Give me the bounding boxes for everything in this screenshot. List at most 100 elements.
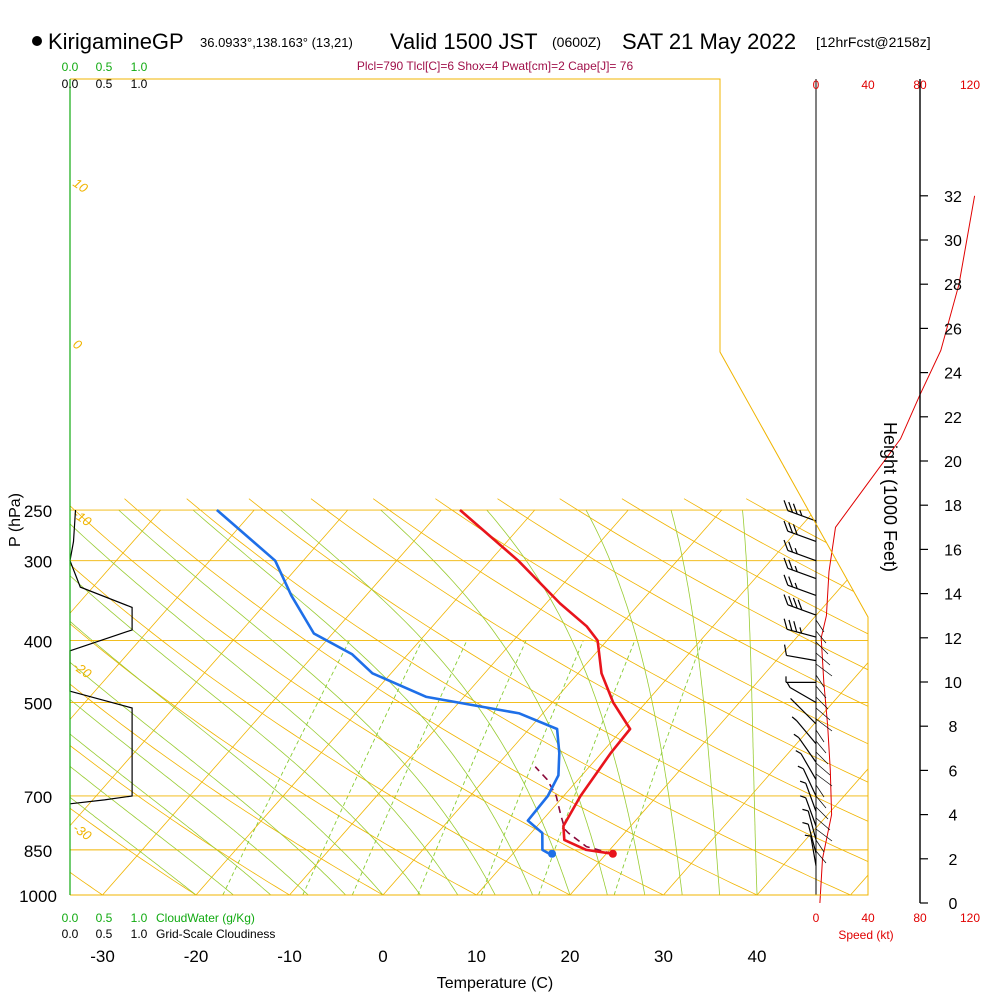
low-level-wind-trace: [815, 751, 829, 765]
height-tick-label: 26: [944, 321, 962, 338]
dry-adiabat: [248, 498, 868, 862]
wind-barb: [795, 750, 817, 780]
dry-adiabat-label: -20: [70, 658, 95, 682]
wind-barb-half: [791, 716, 798, 722]
wind-barb-half: [795, 750, 802, 755]
pressure-tick-label: 250: [24, 502, 52, 521]
height-tick-label: 10: [944, 675, 962, 692]
moist-adiabat: [70, 575, 421, 895]
wind-barb: [786, 682, 817, 704]
moist-adiabat: [118, 509, 496, 895]
low-level-wind-trace: [815, 762, 831, 776]
low-level-wind-trace: [815, 641, 829, 655]
height-tick-label: 30: [944, 233, 962, 250]
moist-adiabat: [70, 620, 384, 895]
wind-barb: [799, 795, 817, 827]
wind-barb-full: [792, 524, 798, 535]
title-block: KirigamineGP 36.0933°,138.163° (13,21) V…: [32, 29, 931, 73]
temperature-tick-label: -10: [277, 947, 302, 966]
speed-tick-bottom: 80: [913, 911, 927, 925]
wind-barb-half: [794, 582, 798, 589]
cloudiness-tick-bottom: 0.0: [62, 927, 79, 941]
moist-adiabat: [486, 509, 646, 895]
low-level-wind-trace: [815, 718, 833, 732]
wind-barb-half: [799, 795, 806, 799]
pressure-tick-label: 300: [24, 553, 52, 572]
y-axis-label: P (hPa): [7, 493, 24, 547]
wind-barb-staff: [800, 753, 817, 780]
temperature-tick-label: 0: [378, 947, 387, 966]
wind-barb-full: [788, 501, 794, 513]
wind-barb: [783, 594, 817, 616]
low-level-wind-trace: [815, 696, 829, 710]
wind-barb-half: [790, 698, 796, 704]
wind-barb-half: [799, 780, 806, 784]
dry-adiabat-label: 10: [70, 175, 91, 196]
height-tick-label: 18: [944, 498, 962, 515]
low-level-wind-trace: [815, 795, 827, 809]
dry-adiabat: [0, 499, 9, 895]
moist-adiabat: [380, 509, 608, 895]
wind-barb: [791, 716, 817, 745]
cloudwater-tick-bottom: 0.5: [96, 911, 113, 925]
moist-adiabat: [70, 699, 309, 895]
speed-tick-bottom: 40: [861, 911, 875, 925]
wind-barb: [804, 834, 817, 866]
height-tick-label: 28: [944, 277, 962, 294]
moist-adiabat: [742, 509, 758, 895]
height-tick-label: 16: [944, 542, 962, 559]
speed-tick-bottom: 120: [960, 911, 980, 925]
height-tick-label: 2: [949, 852, 958, 869]
dry-adiabat: [70, 623, 477, 895]
temperature-tick-label: 10: [467, 947, 486, 966]
height-tick-label: 8: [949, 719, 958, 736]
temperature-tick-label: 40: [748, 947, 767, 966]
moist-adiabat: [70, 523, 459, 895]
height-tick-label: 32: [944, 189, 962, 206]
dry-adiabat: [497, 498, 868, 707]
low-level-wind-trace: [815, 784, 825, 798]
low-level-wind-trace: [815, 817, 831, 831]
pressure-tick-label: 400: [24, 633, 52, 652]
temperature-line: [459, 509, 632, 856]
wind-barb-full: [788, 541, 794, 553]
isotherm-line: [850, 874, 868, 895]
wind-barb: [783, 644, 817, 662]
wind-barb-full: [783, 520, 789, 532]
wind-barb-half: [799, 627, 803, 634]
dry-adiabat: [70, 563, 571, 895]
moist-adiabat: [70, 661, 346, 895]
wind-barb-full: [783, 618, 788, 630]
thermo-grid: [0, 498, 868, 895]
dry-adiabat: [124, 498, 758, 895]
wind-barb-full: [783, 557, 789, 569]
wind-barb: [783, 520, 817, 543]
mixing-ratio-label: 2: [303, 902, 319, 917]
wind-barb-full: [783, 574, 789, 586]
wind-barb-half: [794, 547, 798, 555]
valid-date: SAT 21 May 2022: [622, 29, 796, 54]
wind-barb-full: [783, 594, 789, 606]
height-tick-label: 4: [949, 808, 958, 825]
temperature-tick-label: 30: [654, 947, 673, 966]
wind-barb-full: [788, 522, 794, 534]
low-level-wind-trace: [815, 619, 825, 633]
dry-adiabat: [70, 807, 197, 895]
speed-axis-label: Speed (kt): [838, 928, 893, 942]
surface-dew-marker: [548, 849, 557, 858]
wind-barb: [802, 808, 817, 841]
mixing-ratio-line: [351, 640, 468, 895]
dry-adiabat: [70, 505, 664, 895]
low-level-wind-trace: [815, 652, 831, 666]
wind-barb-half: [804, 834, 811, 837]
cloudwater-label: CloudWater (g/Kg): [156, 911, 255, 925]
wind-barb: [783, 500, 817, 522]
mixing-ratio-label: 3: [353, 902, 369, 917]
height-tick-label: 24: [944, 366, 962, 383]
wind-barb-half: [793, 733, 800, 739]
moist-adiabat: [585, 509, 683, 895]
moist-adiabat: [70, 765, 234, 895]
